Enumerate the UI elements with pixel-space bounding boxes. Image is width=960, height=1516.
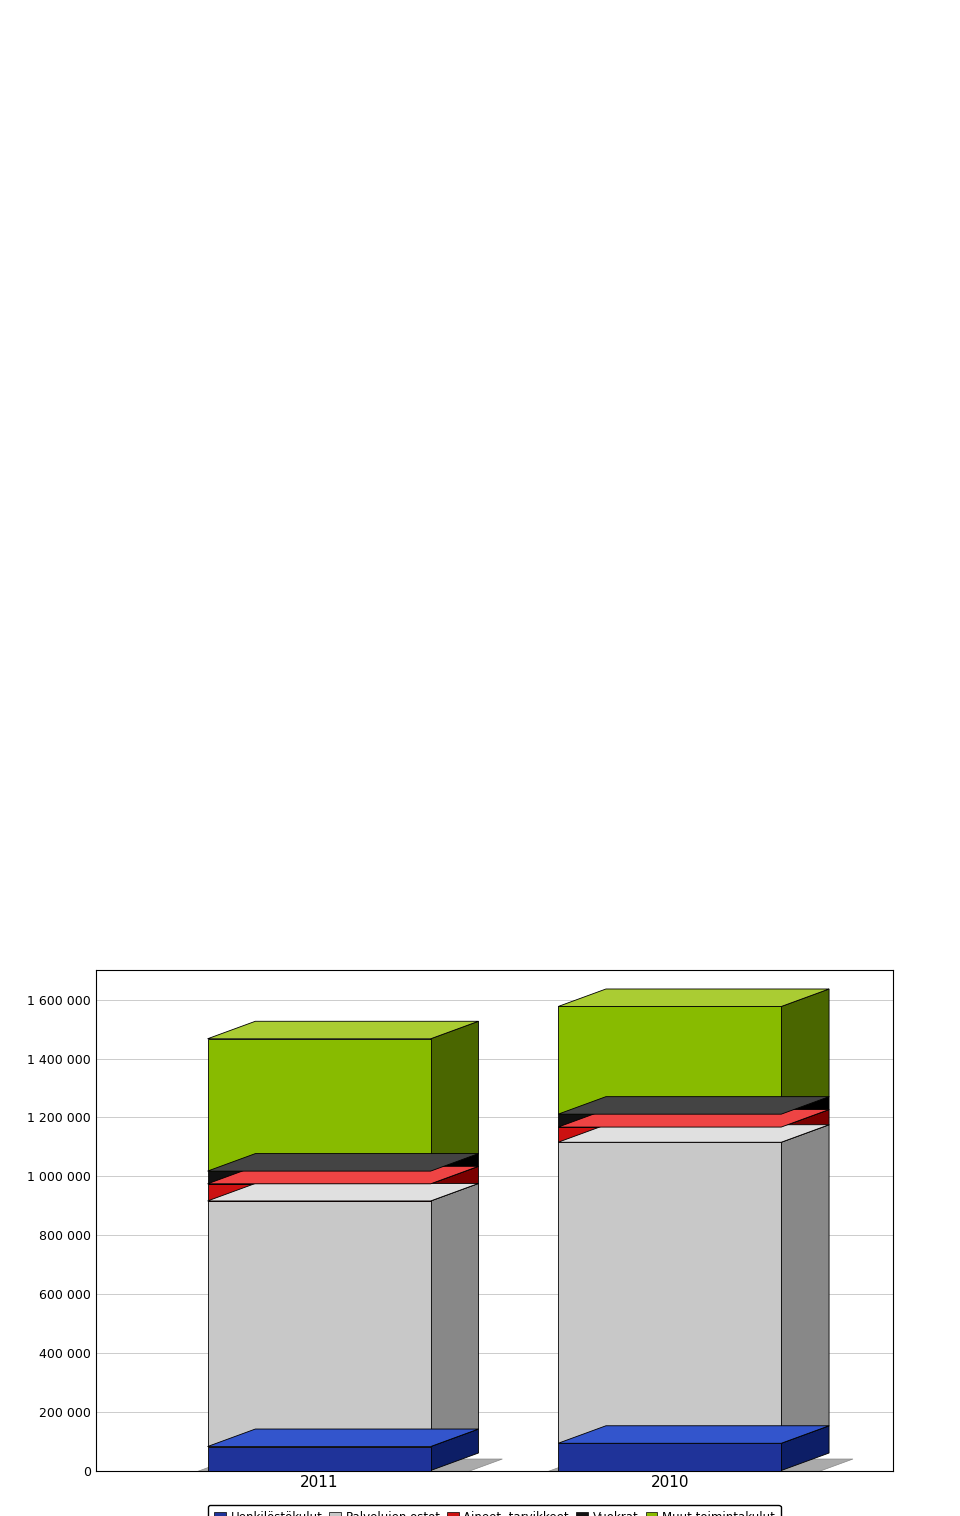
- Polygon shape: [207, 1170, 431, 1184]
- Polygon shape: [781, 1096, 829, 1126]
- Legend: Henkilöstökulut, Palvelujen ostot, Aineet, tarvikkeet, Vuokrat, Muut toimintakul: Henkilöstökulut, Palvelujen ostot, Ainee…: [208, 1505, 780, 1516]
- Polygon shape: [558, 1114, 781, 1126]
- Polygon shape: [431, 1154, 478, 1184]
- Polygon shape: [558, 1125, 829, 1142]
- Polygon shape: [207, 1184, 431, 1201]
- Polygon shape: [207, 1201, 431, 1446]
- Polygon shape: [558, 1096, 829, 1114]
- Polygon shape: [558, 1142, 781, 1443]
- Polygon shape: [207, 1022, 478, 1038]
- Polygon shape: [207, 1446, 431, 1471]
- Polygon shape: [207, 1430, 478, 1446]
- Polygon shape: [558, 1110, 829, 1126]
- Polygon shape: [431, 1166, 478, 1201]
- Polygon shape: [207, 1038, 431, 1170]
- Polygon shape: [558, 1443, 781, 1471]
- Polygon shape: [207, 1166, 478, 1184]
- Polygon shape: [558, 1126, 781, 1142]
- Polygon shape: [558, 1007, 781, 1114]
- Polygon shape: [431, 1430, 478, 1471]
- Polygon shape: [781, 1125, 829, 1443]
- Polygon shape: [207, 1154, 478, 1170]
- Polygon shape: [431, 1184, 478, 1446]
- Polygon shape: [183, 1458, 502, 1477]
- Polygon shape: [781, 988, 829, 1114]
- Polygon shape: [534, 1458, 852, 1477]
- Polygon shape: [207, 1184, 478, 1201]
- Polygon shape: [558, 1425, 829, 1443]
- Polygon shape: [431, 1022, 478, 1170]
- Polygon shape: [558, 988, 829, 1007]
- Polygon shape: [781, 1110, 829, 1142]
- Polygon shape: [781, 1425, 829, 1471]
